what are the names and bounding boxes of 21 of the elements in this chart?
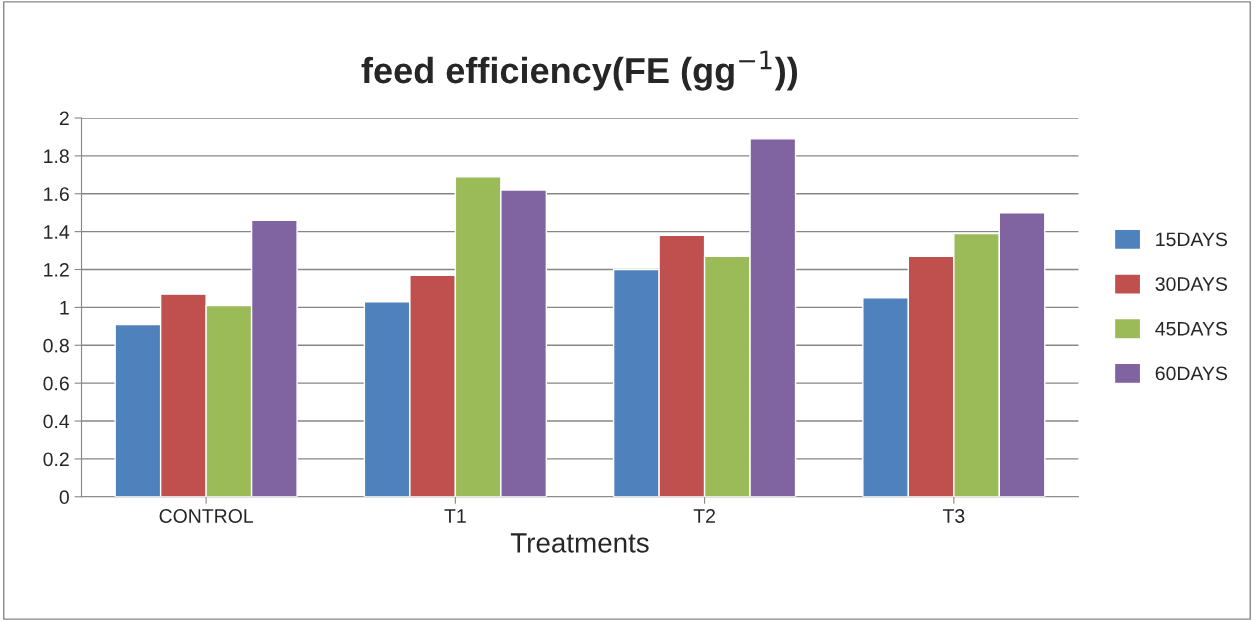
y-tick-label: 1	[60, 301, 69, 315]
x-tick-label: T2	[693, 509, 715, 523]
y-tick-label: 2	[59, 111, 69, 126]
legend-label: 60DAYS	[1155, 366, 1228, 381]
legend-label: 30DAYS	[1155, 277, 1228, 291]
legend-label: 45DAYS	[1155, 321, 1228, 336]
y-tick-label: 0.2	[43, 452, 69, 467]
legend-label: 15DAYS	[1156, 232, 1228, 247]
y-tick-label: 1.6	[44, 187, 69, 201]
y-tick-label: 1.4	[44, 225, 70, 239]
y-tick-label: 0.6	[43, 376, 69, 391]
chart-title: feed efficiency(FE (gg$^{−1}$))	[361, 50, 798, 91]
y-tick-label: 0.4	[43, 414, 70, 429]
x-tick-label: T3	[942, 509, 965, 523]
y-tick-label: 0.8	[43, 338, 69, 353]
x-tick-label: T1	[444, 509, 466, 523]
y-tick-label: 0	[59, 490, 69, 505]
x-tick-label: CONTROL	[159, 509, 254, 523]
y-tick-label: 1.8	[44, 149, 69, 164]
y-tick-label: 1.2	[44, 262, 69, 277]
x-axis-title: Treatments	[510, 533, 649, 553]
